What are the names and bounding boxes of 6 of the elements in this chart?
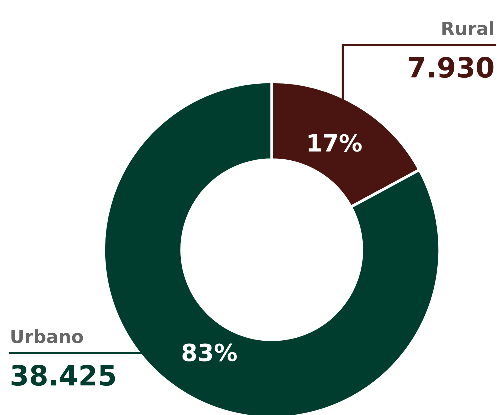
data-label: 38.425 bbox=[12, 365, 116, 386]
text: 83% bbox=[182, 344, 238, 362]
data-label: 7.930 bbox=[408, 57, 494, 78]
slice-label: Urbano bbox=[12, 330, 84, 344]
text: 17% bbox=[308, 134, 362, 152]
slice-label: Rural bbox=[442, 22, 494, 36]
